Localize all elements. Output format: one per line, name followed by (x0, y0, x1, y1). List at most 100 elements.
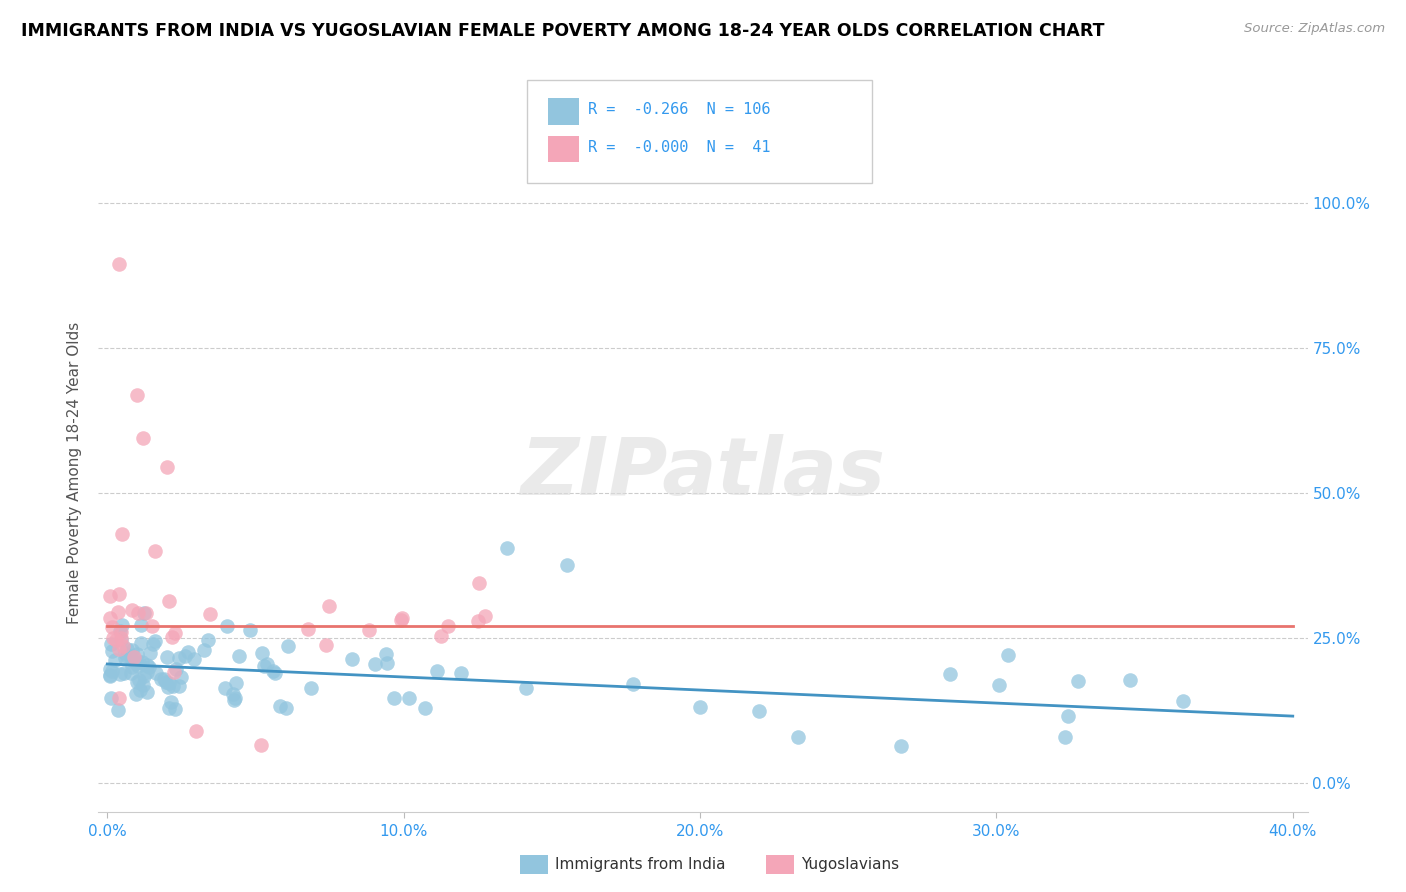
Point (169, 651, 191, 665)
Point (111, 639, 134, 653)
Point (134, 669, 156, 683)
Point (107, 703, 129, 717)
Point (183, 652, 205, 666)
Point (127, 607, 149, 621)
Point (156, 650, 179, 665)
Point (98, 589, 121, 603)
Point (121, 603, 143, 617)
Point (222, 693, 245, 707)
Point (101, 620, 124, 634)
Point (787, 730, 810, 744)
Text: R =  -0.266  N = 106: R = -0.266 N = 106 (588, 103, 770, 117)
Point (160, 695, 183, 709)
Point (250, 738, 273, 752)
Point (121, 660, 143, 674)
Point (121, 653, 143, 667)
Point (121, 643, 143, 657)
Point (318, 599, 340, 614)
Point (135, 684, 157, 698)
Point (437, 619, 460, 633)
Point (136, 665, 159, 680)
Text: ZIPatlas: ZIPatlas (520, 434, 886, 512)
Point (128, 655, 150, 669)
Point (114, 651, 136, 665)
Point (375, 647, 398, 661)
Point (157, 701, 180, 715)
Point (340, 652, 363, 666)
Point (156, 680, 179, 694)
Text: Yugoslavians: Yugoslavians (801, 857, 900, 871)
Point (1053, 730, 1076, 744)
Point (1171, 694, 1194, 708)
Point (555, 558, 578, 573)
Point (111, 526, 134, 541)
Point (382, 691, 405, 706)
Point (277, 639, 299, 653)
Point (124, 649, 146, 664)
Point (125, 687, 148, 701)
Point (108, 624, 131, 639)
Point (134, 606, 156, 620)
Point (1057, 709, 1080, 723)
Point (127, 658, 149, 673)
Point (157, 593, 180, 607)
Point (315, 639, 337, 653)
Point (217, 619, 239, 633)
Point (141, 618, 163, 632)
Point (621, 677, 644, 691)
Point (115, 641, 138, 656)
Point (132, 431, 155, 445)
Point (165, 662, 187, 676)
Point (110, 633, 132, 648)
Point (100, 644, 122, 658)
Point (496, 541, 519, 555)
Point (108, 257, 131, 271)
Point (250, 646, 273, 660)
Point (269, 699, 291, 714)
Text: R =  -0.000  N =  41: R = -0.000 N = 41 (588, 140, 770, 154)
Point (430, 630, 453, 644)
Point (398, 691, 420, 706)
Point (129, 683, 152, 698)
Point (110, 625, 132, 640)
Point (450, 665, 472, 680)
Point (153, 672, 176, 686)
Text: IMMIGRANTS FROM INDIA VS YUGOSLAVIAN FEMALE POVERTY AMONG 18-24 YEAR OLDS CORREL: IMMIGRANTS FROM INDIA VS YUGOSLAVIAN FEM… (21, 22, 1105, 40)
Point (890, 739, 912, 753)
Point (125, 647, 148, 661)
Point (100, 637, 122, 651)
Point (225, 675, 247, 690)
Point (155, 674, 177, 689)
Point (177, 645, 200, 659)
Point (98, 662, 121, 676)
Point (391, 611, 413, 625)
Point (222, 687, 245, 701)
Point (132, 678, 155, 692)
Point (467, 614, 489, 628)
Point (104, 653, 127, 667)
Point (198, 607, 221, 622)
Point (165, 625, 187, 640)
Point (101, 664, 124, 678)
Point (1067, 673, 1090, 688)
Point (167, 679, 190, 693)
Point (112, 665, 135, 680)
Point (110, 631, 132, 645)
Point (110, 618, 132, 632)
Point (142, 636, 165, 650)
Point (197, 633, 219, 648)
Point (748, 704, 770, 718)
Text: Immigrants from India: Immigrants from India (555, 857, 725, 871)
Point (263, 666, 285, 681)
Point (108, 642, 131, 657)
Point (101, 631, 124, 645)
Point (125, 387, 148, 401)
Point (131, 656, 153, 670)
Point (163, 665, 186, 680)
Point (474, 609, 496, 624)
Text: Source: ZipAtlas.com: Source: ZipAtlas.com (1244, 22, 1385, 36)
Point (214, 681, 236, 695)
Point (128, 673, 150, 687)
Point (98, 669, 121, 683)
Point (426, 664, 449, 678)
